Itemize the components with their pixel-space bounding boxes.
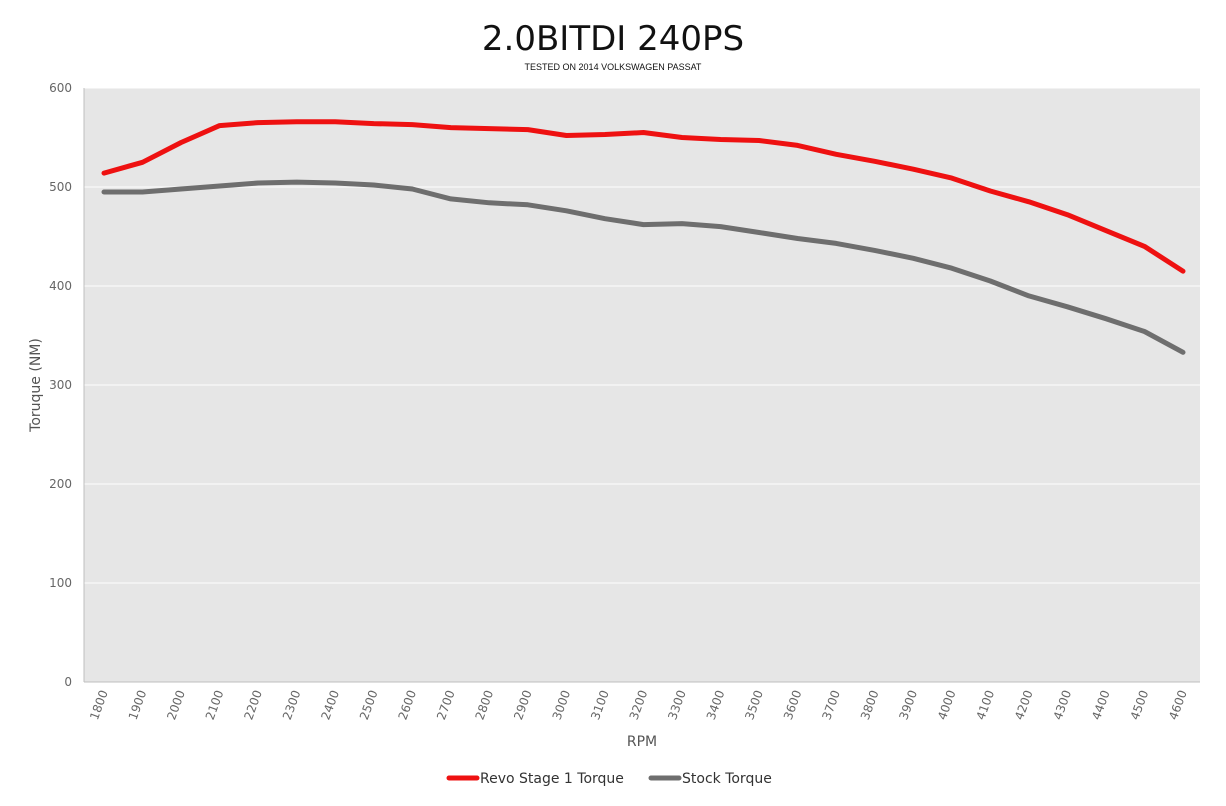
x-tick-label: 2900 [511,688,535,721]
series-line [101,179,1186,355]
x-tick-label: 3600 [781,688,805,721]
series-lines [101,119,1186,355]
y-tick-label: 100 [49,576,72,590]
x-tick-label: 2100 [203,688,227,721]
x-tick-label: 4200 [1012,688,1036,721]
legend-label: Stock Torque [682,771,772,787]
gridlines [84,87,1200,584]
x-tick-label: 3000 [550,688,574,721]
legend: Revo Stage 1 Torque Stock Torque [446,771,772,787]
y-tick-label: 500 [49,180,72,194]
x-tick-label: 1900 [126,688,150,721]
x-tick-labels: 1800 1900 2000 2100 2200 2300 2400 2500 2600 2700… [87,688,1190,721]
x-tick-label: 3300 [665,688,689,721]
x-tick-label: 4000 [935,688,959,721]
x-tick-label: 3400 [704,688,728,721]
x-tick-label: 2000 [164,688,188,721]
x-tick-label: 2400 [318,688,342,721]
x-tick-label: 2700 [434,688,458,721]
x-tick-label: 3900 [896,688,920,721]
x-tick-label: 2500 [357,688,381,721]
axes [83,88,1200,683]
x-tick-label: 1800 [87,688,111,721]
x-tick-label: 4400 [1089,688,1113,721]
legend-label: Revo Stage 1 Torque [480,771,624,787]
x-tick-label: 2300 [280,688,304,721]
x-tick-label: 2600 [396,688,420,721]
x-tick-label: 4300 [1051,688,1075,721]
x-tick-label: 3500 [742,688,766,721]
x-tick-label: 3200 [627,688,651,721]
x-tick-label: 4600 [1166,688,1190,721]
x-tick-label: 3800 [858,688,882,721]
y-tick-label: 0 [64,675,72,689]
x-tick-label: 4500 [1128,688,1152,721]
y-tick-label: 600 [49,81,72,95]
chart-title: 2.0BITDI 240PS [482,19,744,59]
y-tick-labels: 0 100 200 300 400 500 600 [49,81,72,689]
y-tick-label: 400 [49,279,72,293]
x-axis-title: RPM [627,734,657,750]
y-tick-label: 300 [49,378,72,392]
series-line [101,119,1186,274]
x-tick-label: 4100 [974,688,998,721]
y-axis-title: Toruque (NM) [28,338,44,433]
x-tick-label: 2200 [241,688,265,721]
x-tick-label: 2800 [473,688,497,721]
y-tick-label: 200 [49,477,72,491]
x-tick-label: 3100 [588,688,612,721]
chart-subtitle: TESTED ON 2014 VOLKSWAGEN PASSAT [525,62,702,72]
x-tick-label: 3700 [819,688,843,721]
